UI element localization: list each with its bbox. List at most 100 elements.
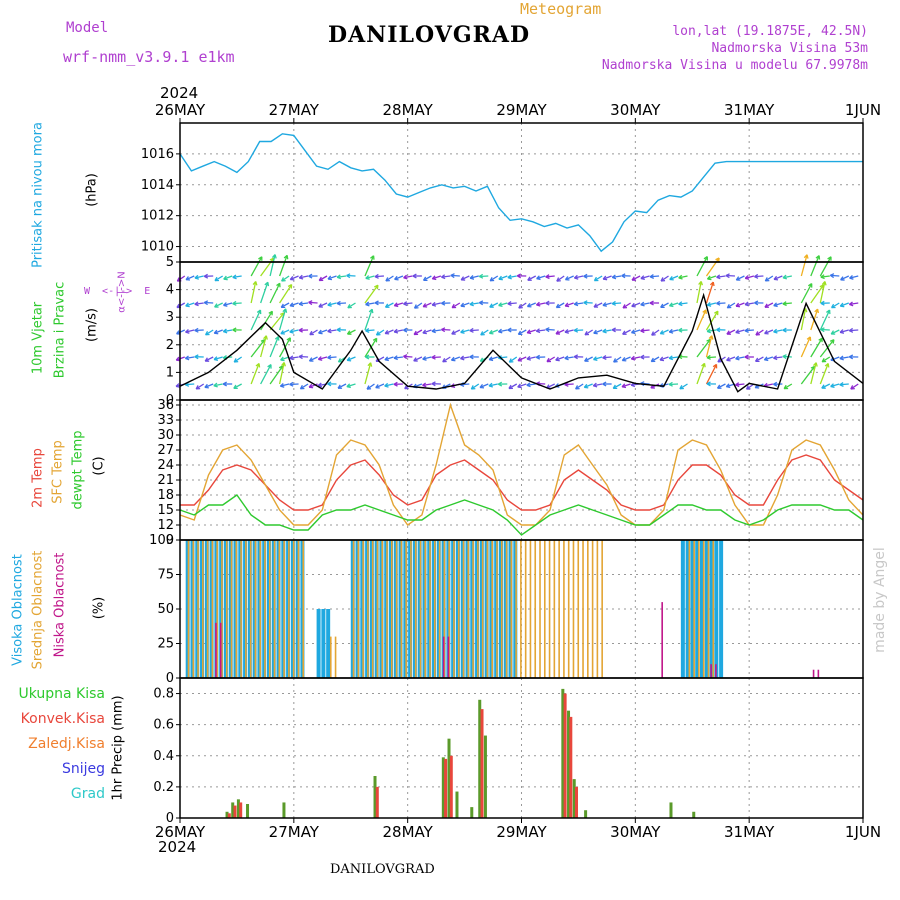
cloud-bar [230,540,233,678]
wind-arrow [442,356,451,363]
cloud-bar [582,540,584,678]
cloud-bar [472,540,474,678]
wind-arrow [374,275,384,278]
wind-arrow-head [564,276,569,281]
wind-arrow-head [593,356,597,360]
wind-arrow-head [488,356,493,361]
cloud-bar [316,609,321,678]
y-tick-label: 0.2 [153,780,174,795]
wind-arrow [556,275,565,282]
wind-arrow [422,329,432,334]
wind-arrow-head [347,303,351,309]
precip-bar [572,779,576,818]
wind-arrow-head [403,301,408,305]
precip-bar [455,791,459,818]
wind-arrow [810,255,820,277]
wind-arrow-head [393,328,398,333]
wind-arrow [299,275,309,279]
wind-arrow-head [726,356,730,361]
cloud-bar [500,540,503,678]
wind-arrow-head [308,357,313,362]
wind-arrow-head [659,330,664,335]
wind-arrow [754,275,764,278]
wind-arrow-head [735,302,740,307]
wind-arrow-head [706,301,711,306]
cloud-bar [321,609,326,678]
wind-arrow-head [422,329,427,334]
wind-arrow [575,383,584,390]
wind-arrow-head [384,303,389,308]
wind-arrow-head [820,274,825,278]
wind-arrow-head [830,273,835,276]
wind-speed-line [179,292,864,393]
y-tick-label: 1016 [141,147,174,162]
wind-arrow-head [460,329,464,333]
wind-arrow-head [298,274,303,279]
wind-arrow-head [773,302,778,307]
wind-arrow-head [517,357,521,362]
wind-arrow [830,329,840,335]
precip-bar [233,805,237,818]
time-tick-top: 27MAY [269,101,320,119]
cloud-bar [211,540,214,678]
wind-arrow [260,310,273,331]
wind-arrow-head [431,328,436,332]
cloud-bar [558,540,560,678]
cloud-bar [467,540,470,678]
cloud-bar [601,540,603,678]
precip-bar [239,802,243,818]
wind-arrow-head [593,329,597,334]
wind-arrow-head [384,329,389,334]
wind-arrow [840,275,850,281]
wind-arrow [185,356,195,360]
wind-arrow-head [469,274,474,279]
time-tick-top: 29MAY [496,101,547,119]
wind-arrow-head [365,275,370,279]
wind-arrow [755,329,764,336]
wind-arrow [185,275,195,281]
cloud-bar [520,540,522,678]
cloud-bar [376,540,379,678]
cloud-bar [704,540,709,678]
cloud-bar [371,540,374,678]
wind-arrow [308,301,318,304]
wind-arrow-head [555,303,560,308]
precip-bar [444,758,448,818]
wind-arrow [755,356,764,362]
wind-arrow-head [318,303,322,308]
wind-arrow-head [412,273,417,277]
wind-arrow [327,302,337,306]
wind-arrow [327,356,337,359]
wind-arrow [517,383,527,388]
precip-bar [478,699,482,818]
cloud-bar [390,540,393,678]
wind-arrow [489,275,499,282]
cloud-bar [386,540,388,678]
wind-arrow [422,302,432,308]
cloud-bar [553,540,556,678]
cloud-bar [812,669,815,678]
wind-arrow [290,275,299,281]
wind-arrow [696,309,707,331]
wind-arrow-head [488,329,493,334]
y-tick-label: 1 [166,365,174,380]
cloud-bar [710,664,712,678]
precip-bar [483,735,487,818]
wind-arrow-head [431,381,436,385]
wind-arrow [831,302,840,309]
wind-arrow [480,329,489,336]
precip-bar [225,811,229,818]
wind-arrow-head [820,327,825,331]
wind-arrow-head [394,275,398,280]
wind-arrow [384,356,394,361]
wind-arrow [281,275,290,282]
wind-arrow [819,281,826,304]
wind-arrow [640,302,650,306]
wind-arrow-head [848,354,854,358]
wind-arrow [394,302,404,307]
legend-hail: Grad [70,786,105,802]
wind-arrow [669,356,679,359]
wind-arrow [622,302,631,309]
cloud-bar [192,540,195,678]
wind-arrow [278,255,288,277]
